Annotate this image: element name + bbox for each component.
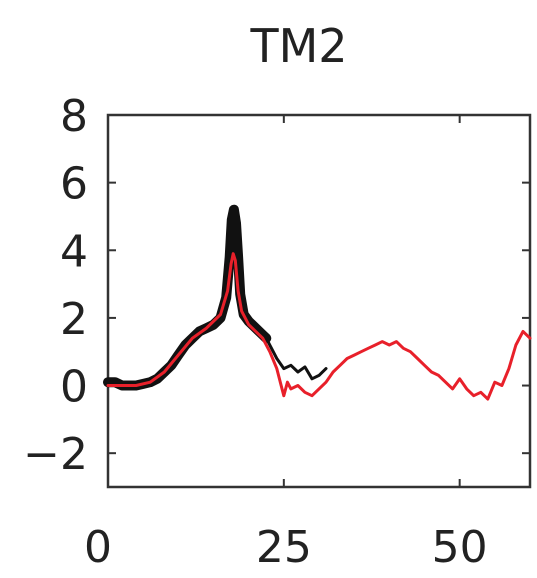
x-tick-label: 50 xyxy=(432,522,488,573)
y-tick-label: 2 xyxy=(60,294,88,345)
series-layer xyxy=(103,204,532,401)
y-axis: 8 6 4 2 0 −2 xyxy=(23,91,530,480)
x-axis: 0 25 50 xyxy=(84,115,488,573)
x-tick-label: 0 xyxy=(84,522,112,573)
y-tick-label: 4 xyxy=(60,226,88,277)
chart-title: TM2 xyxy=(249,19,347,73)
y-tick-label: −2 xyxy=(23,429,88,480)
y-tick-label: 6 xyxy=(60,159,88,210)
series-line-2 xyxy=(264,336,328,381)
series-line-3 xyxy=(106,252,532,401)
plot-frame xyxy=(106,113,532,489)
y-tick-label: 0 xyxy=(60,362,88,413)
y-tick-label: 8 xyxy=(60,91,88,142)
x-tick-label: 25 xyxy=(256,522,312,573)
